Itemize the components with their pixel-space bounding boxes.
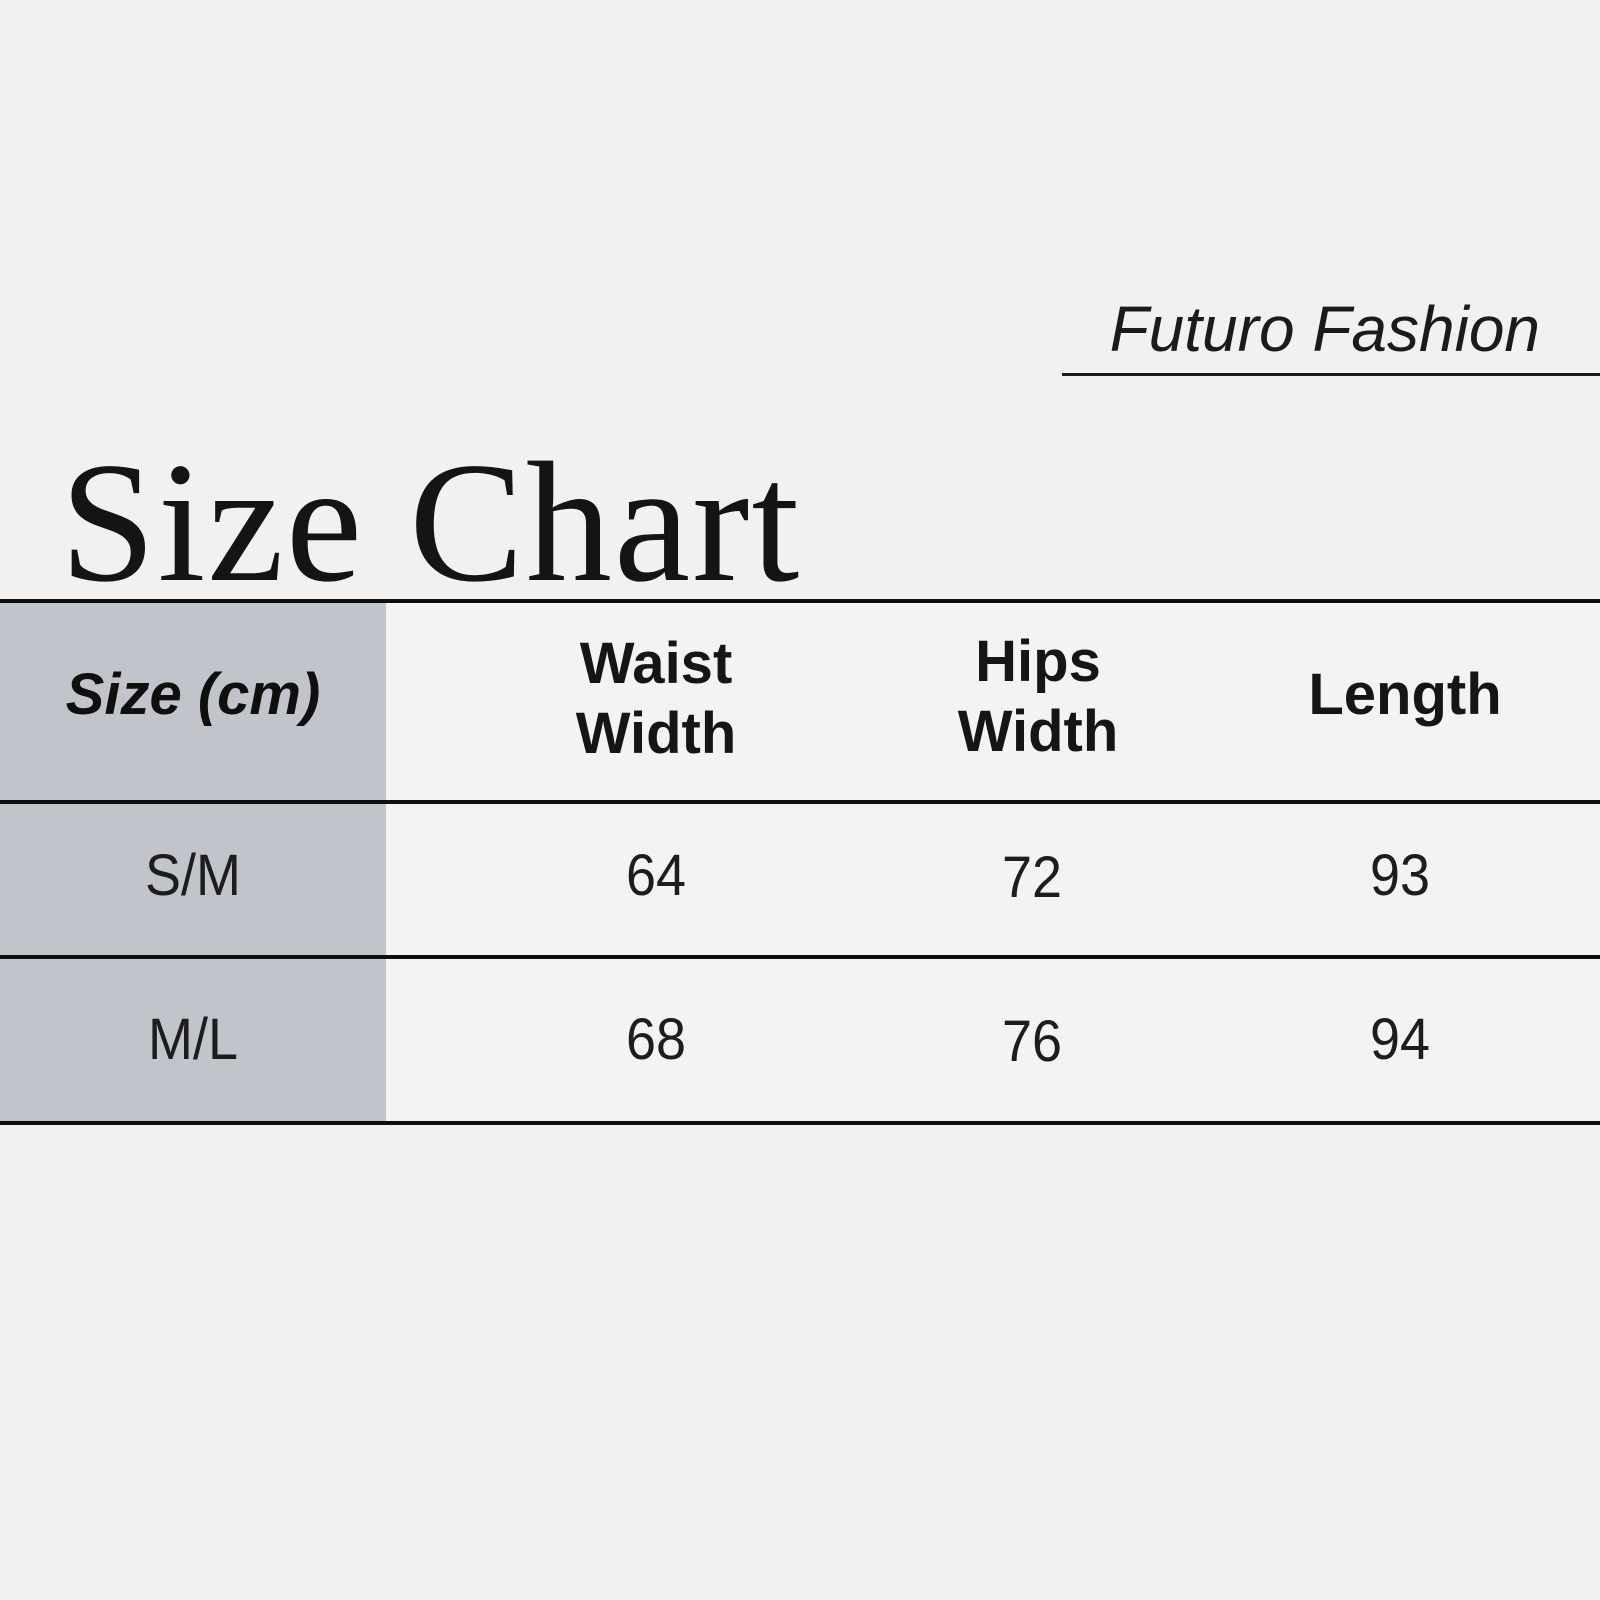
row-sm-length: 93 — [1370, 843, 1430, 908]
brand-underline — [1062, 373, 1600, 376]
header-hips-width: Hips Width — [957, 629, 1119, 764]
row-sm-hips: 72 — [1002, 845, 1062, 910]
row-ml-hips: 76 — [1002, 1009, 1062, 1074]
row-ml-waist: 68 — [626, 1007, 686, 1072]
table-rule-header-bottom — [0, 800, 1600, 804]
table-rule-top — [0, 599, 1600, 603]
size-table: Size (cm) Waist Width Hips Width Length … — [0, 599, 1600, 1125]
table-rule-row1-bottom — [0, 955, 1600, 959]
table-rule-bottom — [0, 1121, 1600, 1125]
page-title: Size Chart — [60, 428, 802, 619]
row-ml-length: 94 — [1370, 1007, 1430, 1072]
header-length: Length — [1308, 662, 1502, 727]
brand-name: Futuro Fashion — [1109, 293, 1540, 365]
size-column-background — [0, 599, 386, 1125]
row-sm-size: S/M — [145, 843, 241, 908]
header-size-cm: Size (cm) — [65, 662, 321, 727]
header-waist-width: Waist Width — [575, 631, 737, 766]
row-sm-waist: 64 — [626, 843, 686, 908]
row-ml-size: M/L — [148, 1007, 238, 1072]
